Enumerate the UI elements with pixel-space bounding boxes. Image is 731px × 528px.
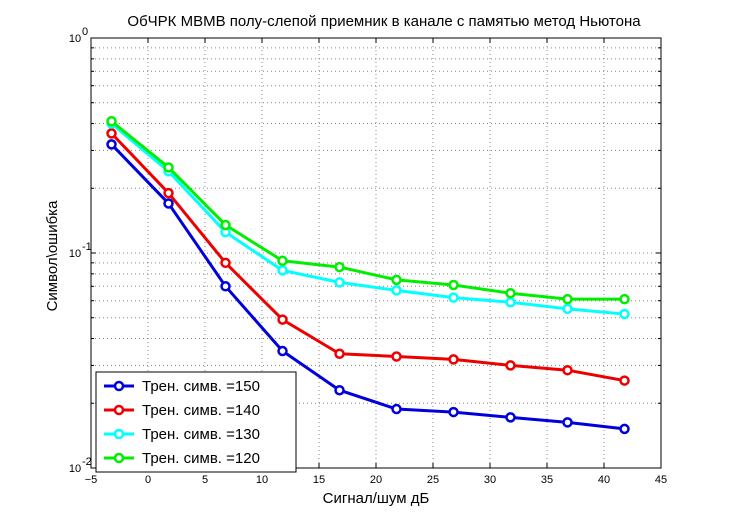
y-tick-exponent: -2: [82, 456, 92, 468]
data-point: [163, 198, 174, 209]
data-point: [334, 348, 345, 359]
x-tick-label: 25: [427, 474, 439, 486]
y-tick-label: 10: [69, 33, 81, 45]
legend-label: Трен. симв. =120: [142, 450, 260, 467]
series-line: [110, 120, 625, 301]
series-line: [110, 122, 625, 316]
data-point: [334, 261, 345, 273]
x-tick-label: 45: [655, 474, 667, 486]
x-tick-label: 20: [370, 474, 382, 486]
data-point: [448, 354, 459, 365]
data-point: [619, 375, 630, 386]
y-axis-label: Символ\ошибка: [44, 200, 61, 311]
y-tick-label: 10: [69, 248, 81, 260]
data-point: [220, 281, 231, 292]
data-point: [448, 292, 459, 303]
y-tick-exponent: -1: [82, 241, 92, 253]
series-line: [110, 143, 625, 431]
data-point: [334, 384, 345, 396]
data-point: [391, 285, 402, 296]
data-point: [448, 406, 459, 418]
data-point: [619, 308, 630, 320]
legend-marker: [113, 404, 125, 416]
data-point: [619, 423, 630, 435]
legend-label: Трен. симв. =150: [142, 378, 260, 395]
legend-marker: [113, 380, 125, 392]
data-point: [391, 351, 402, 362]
x-tick-label: 30: [484, 474, 496, 486]
data-point: [505, 297, 516, 308]
series-group: [106, 116, 630, 435]
data-point: [619, 293, 630, 305]
data-point: [106, 139, 117, 150]
data-point: [163, 162, 174, 173]
x-tick-label: 5: [202, 474, 208, 486]
data-point: [562, 417, 573, 428]
data-point: [334, 277, 345, 288]
data-point: [277, 265, 288, 276]
y-tick-exponent: 0: [82, 26, 88, 38]
x-tick-label: 10: [256, 474, 268, 486]
data-point: [391, 274, 402, 286]
x-tick-label: 0: [145, 474, 151, 486]
x-tick-label: 15: [313, 474, 325, 486]
data-point: [277, 255, 288, 267]
legend: Трен. симв. =150 Трен. симв. =140 Трен. си…: [95, 371, 297, 473]
y-tick-label: 10: [69, 463, 81, 475]
legend-marker: [113, 428, 125, 440]
legend-box: [95, 371, 297, 473]
legend-label: Трен. симв. =130: [142, 426, 260, 443]
series-line: [110, 132, 625, 383]
data-point: [106, 128, 117, 139]
x-tick-label: −5: [85, 474, 98, 486]
chart-title: ОбЧРК МВМВ полу-слепой приемник в канале…: [127, 13, 641, 30]
data-point: [220, 219, 231, 231]
data-point: [562, 293, 573, 305]
data-point: [277, 345, 288, 357]
data-point: [106, 116, 117, 127]
data-point: [220, 257, 231, 269]
x-tick-label: 35: [541, 474, 553, 486]
data-point: [505, 360, 516, 371]
data-point: [562, 364, 573, 376]
data-point: [277, 314, 288, 325]
data-point: [391, 403, 402, 415]
legend-marker: [113, 452, 125, 464]
legend-label: Трен. симв. =140: [142, 402, 260, 419]
x-tick-label: 40: [598, 474, 610, 486]
data-point: [505, 412, 516, 423]
data-point: [448, 279, 459, 291]
data-point: [505, 287, 516, 299]
data-point: [163, 187, 174, 199]
data-point: [562, 303, 573, 315]
x-axis-label: Сигнал/шум дБ: [323, 490, 430, 507]
